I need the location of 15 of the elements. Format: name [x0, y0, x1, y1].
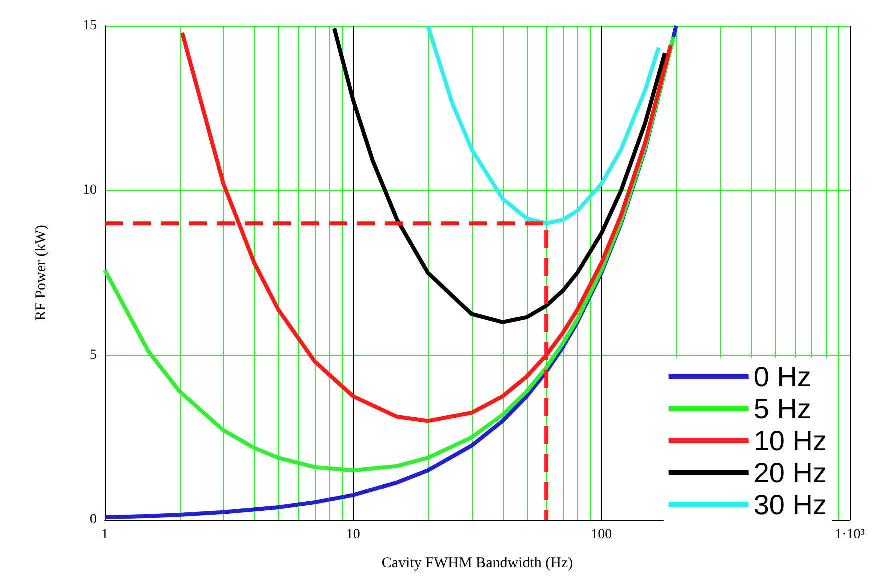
y-tick-label: 10 — [83, 183, 97, 198]
x-tick-label: 100 — [591, 528, 612, 542]
x-tick-label: 10 — [346, 528, 360, 542]
y-tick-label: 5 — [90, 348, 97, 363]
y-tick-label: 0 — [90, 512, 97, 528]
y-tick-label: 15 — [83, 18, 97, 34]
x-axis-title: Cavity FWHM Bandwidth (Hz) — [382, 556, 574, 572]
x-tick-label: 1 — [102, 528, 108, 542]
y-axis-title: RF Power (kW) — [34, 225, 50, 321]
x-tick-label: 1·10³ — [835, 528, 865, 542]
legend-label: 0 Hz — [754, 362, 812, 392]
legend-label: 30 Hz — [754, 490, 828, 520]
legend-label: 10 Hz — [754, 426, 828, 456]
legend-label: 5 Hz — [754, 394, 812, 424]
legend-label: 20 Hz — [754, 458, 828, 488]
